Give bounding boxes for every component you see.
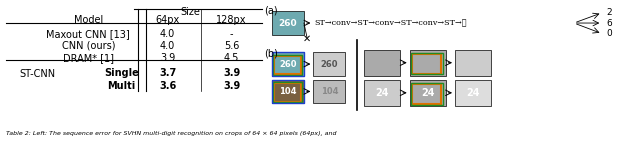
Bar [455,80,491,106]
Text: 24: 24 [466,88,479,98]
Text: ST→conv→ST→conv→ST→conv→ST→⋯: ST→conv→ST→conv→ST→conv→ST→⋯ [314,19,467,27]
Bar [272,52,304,76]
Text: 5.6: 5.6 [224,41,239,51]
Bar [412,84,442,104]
Text: 2: 2 [606,8,612,17]
Text: 3.6: 3.6 [159,81,176,91]
Text: 4.5: 4.5 [224,53,239,63]
Bar [411,53,442,75]
Text: Table 2: Left: The sequence error for SVHN multi-digit recognition on crops of 6: Table 2: Left: The sequence error for SV… [6,131,337,136]
Text: 24: 24 [421,88,435,98]
Text: 24: 24 [376,88,389,98]
Bar [412,54,442,74]
Bar [314,80,346,103]
Text: 128px: 128px [216,15,247,25]
Bar [364,50,400,76]
Bar [455,50,491,76]
Bar [272,80,304,103]
Text: Single: Single [104,68,139,78]
Text: 260: 260 [321,60,338,69]
Text: Model: Model [74,15,103,25]
Text: 4.0: 4.0 [160,29,175,39]
Text: 64px: 64px [156,15,180,25]
Bar [273,82,302,102]
Text: 3.9: 3.9 [223,68,240,78]
Text: 3.9: 3.9 [160,53,175,63]
Text: (b): (b) [264,48,278,58]
Bar [274,56,301,74]
Bar [410,80,445,106]
Bar [411,83,442,105]
Bar [273,55,302,75]
Bar [272,11,304,35]
Text: Multi: Multi [108,81,136,91]
Text: 104: 104 [321,87,338,96]
Text: 6: 6 [606,19,612,28]
Text: 104: 104 [279,87,296,96]
Text: 0: 0 [606,29,612,38]
Text: -: - [230,29,234,39]
Bar [272,52,304,76]
Text: 260: 260 [279,60,296,69]
Text: 3.9: 3.9 [223,81,240,91]
Text: 4.0: 4.0 [160,41,175,51]
Text: Size: Size [180,7,201,17]
Text: (a): (a) [264,6,278,16]
Text: Maxout CNN [13]: Maxout CNN [13] [47,29,130,39]
Text: ST-CNN: ST-CNN [19,69,55,79]
Bar [410,50,445,76]
Text: 260: 260 [278,19,297,28]
Text: DRAM* [1]: DRAM* [1] [63,53,114,63]
Text: CNN (ours): CNN (ours) [61,41,115,51]
Text: ✕: ✕ [303,34,311,44]
Bar [364,80,400,106]
Bar [272,80,304,103]
Bar [274,83,301,102]
Text: 3.7: 3.7 [159,68,176,78]
Bar [314,52,346,76]
